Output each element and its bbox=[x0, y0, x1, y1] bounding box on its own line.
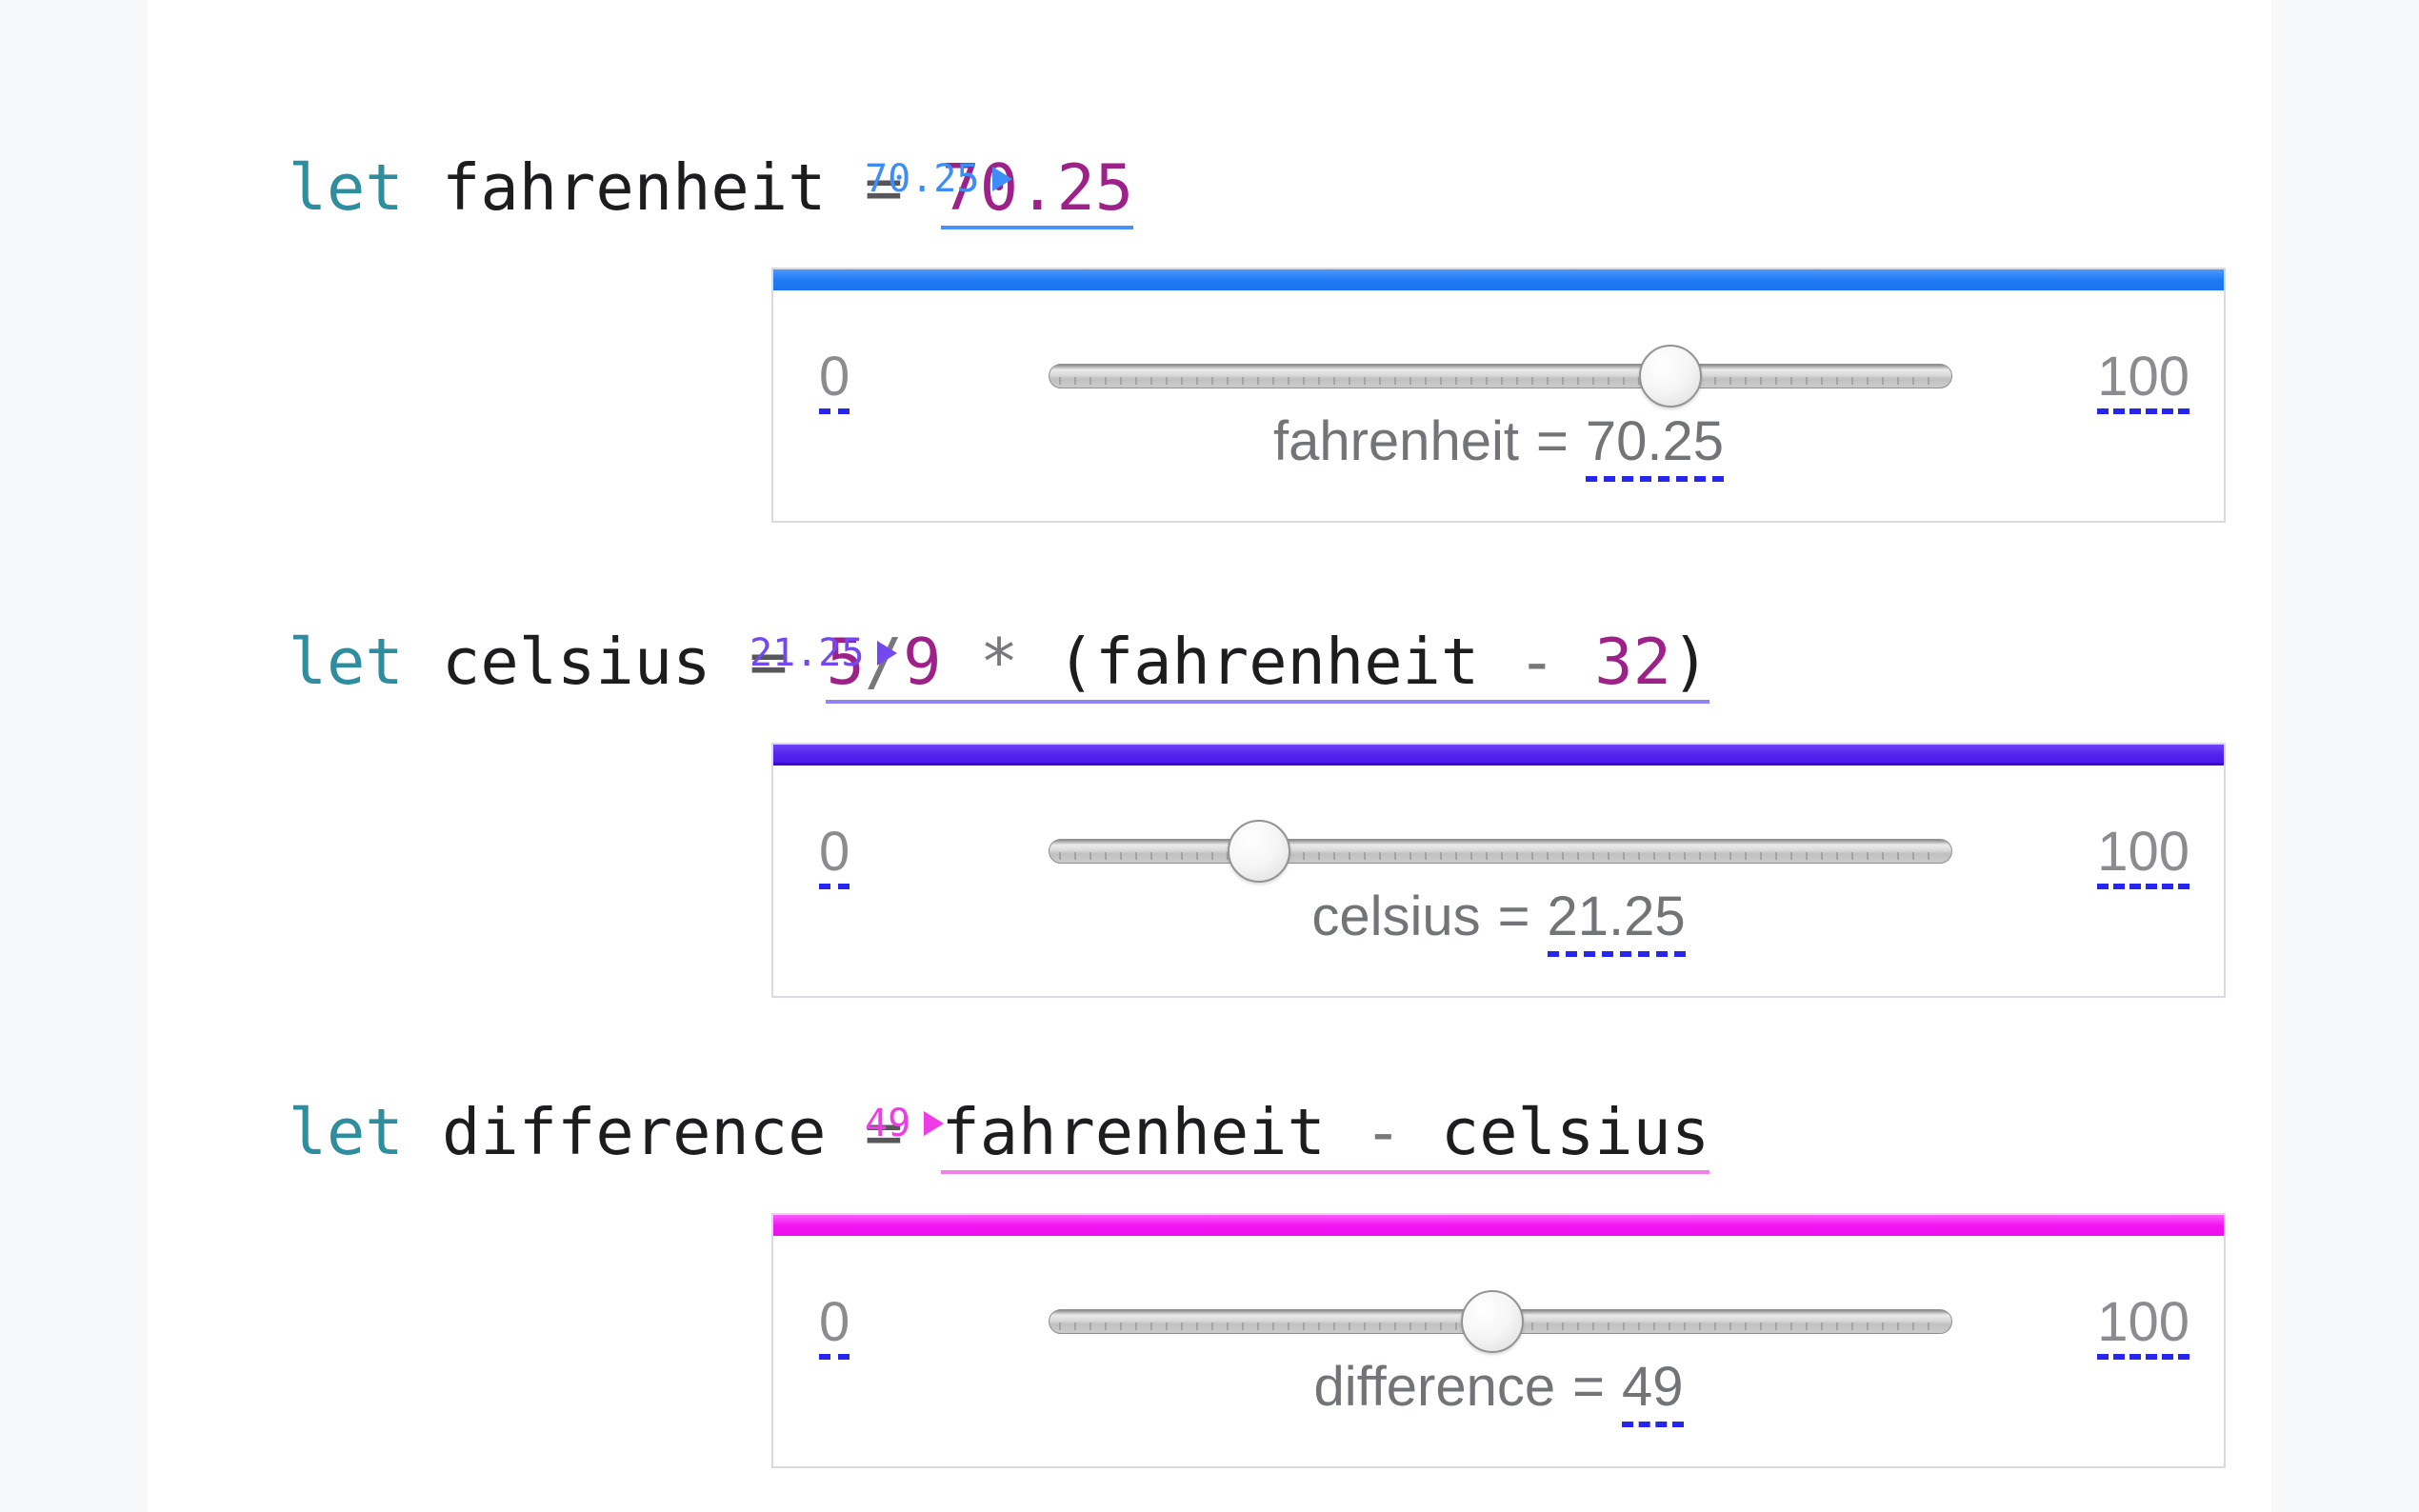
variable-name-celsius: celsius bbox=[442, 625, 711, 699]
result-annotation-fahrenheit[interactable]: 70.25 bbox=[865, 157, 1013, 201]
disclosure-triangle-icon bbox=[877, 641, 898, 666]
slider-current-value[interactable]: 70.25 bbox=[1585, 410, 1724, 482]
code-token-op: - bbox=[1517, 625, 1556, 699]
code-token-plain: fahrenheit bbox=[941, 1095, 1326, 1169]
code-token-plain bbox=[1326, 1095, 1364, 1169]
slider-value-label: celsius = 21.25 bbox=[773, 885, 2224, 957]
code-token-plain bbox=[941, 625, 979, 699]
result-value: 70.25 bbox=[865, 157, 980, 201]
slider-var-name: fahrenheit bbox=[1272, 410, 1519, 472]
keyword-let: let bbox=[288, 625, 404, 699]
slider-current-value[interactable]: 49 bbox=[1622, 1356, 1684, 1427]
slider-panel-difference: 0 100 difference = 49 bbox=[771, 1213, 2226, 1468]
code-token-op: - bbox=[1364, 1095, 1403, 1169]
result-value: 49 bbox=[865, 1102, 911, 1145]
slider-max-label[interactable]: 100 bbox=[2097, 348, 2189, 414]
code-line-difference[interactable]: let difference = fahrenheit - celsius bbox=[211, 1026, 1710, 1174]
assign-operator: = bbox=[864, 150, 904, 225]
code-token-plain bbox=[1556, 625, 1594, 699]
code-token-plain: celsius bbox=[1440, 1095, 1710, 1169]
slider-knob[interactable] bbox=[1227, 820, 1290, 883]
slider-min-label[interactable]: 0 bbox=[819, 823, 850, 889]
keyword-let: let bbox=[288, 150, 404, 225]
variable-name-fahrenheit: fahrenheit bbox=[442, 150, 827, 225]
slider-equals: = bbox=[1535, 410, 1569, 472]
assign-operator: = bbox=[749, 625, 789, 699]
disclosure-triangle-icon bbox=[992, 167, 1013, 191]
code-token-plain: fahrenheit bbox=[1094, 625, 1480, 699]
slider-var-name: celsius bbox=[1311, 885, 1481, 947]
code-token-num: 9 bbox=[903, 625, 942, 699]
slider-track[interactable] bbox=[1049, 839, 1952, 864]
slider-max-label[interactable]: 100 bbox=[2097, 823, 2189, 889]
code-line-fahrenheit[interactable]: let fahrenheit = 70.25 bbox=[211, 82, 1134, 229]
slider-track[interactable] bbox=[1049, 364, 1952, 388]
slider-knob[interactable] bbox=[1460, 1290, 1524, 1353]
variable-name-difference: difference bbox=[442, 1095, 827, 1169]
code-token-plain: ( bbox=[1018, 625, 1095, 699]
code-token-num: 70.25 bbox=[941, 150, 1134, 225]
result-value: 21.25 bbox=[750, 631, 865, 675]
slider-var-name: difference bbox=[1313, 1356, 1556, 1418]
slider-equals: = bbox=[1572, 1356, 1606, 1418]
code-token-plain: ) bbox=[1670, 625, 1710, 699]
slider-min-label[interactable]: 0 bbox=[819, 348, 850, 414]
panel-accent-bar bbox=[773, 1215, 2224, 1236]
expression-celsius-formula[interactable]: 5/9 * (fahrenheit - 32) bbox=[826, 625, 1710, 704]
slider-panel-fahrenheit: 0 100 fahrenheit = 70.25 bbox=[771, 268, 2226, 523]
keyword-let: let bbox=[288, 1095, 404, 1169]
slider-value-label: difference = 49 bbox=[773, 1356, 2224, 1427]
slider-current-value[interactable]: 21.25 bbox=[1547, 885, 1686, 957]
slider-panel-celsius: 0 100 celsius = 21.25 bbox=[771, 743, 2226, 998]
slider-value-label: fahrenheit = 70.25 bbox=[773, 410, 2224, 482]
panel-accent-bar bbox=[773, 745, 2224, 766]
slider-max-label[interactable]: 100 bbox=[2097, 1293, 2189, 1360]
code-token-num: 5 bbox=[826, 625, 865, 699]
code-line-celsius[interactable]: let celsius = 5/9 * (fahrenheit - 32) bbox=[211, 556, 1710, 704]
code-token-op: * bbox=[979, 625, 1019, 699]
expression-fahrenheit-value[interactable]: 70.25 bbox=[941, 150, 1134, 229]
code-token-num: 32 bbox=[1594, 625, 1671, 699]
disclosure-triangle-icon bbox=[924, 1111, 945, 1136]
panel-accent-bar bbox=[773, 269, 2224, 290]
expression-difference-formula[interactable]: fahrenheit - celsius bbox=[941, 1095, 1710, 1174]
slider-equals: = bbox=[1497, 885, 1530, 947]
result-annotation-difference[interactable]: 49 bbox=[865, 1102, 945, 1145]
result-annotation-celsius[interactable]: 21.25 bbox=[750, 631, 898, 675]
code-token-plain bbox=[1403, 1095, 1441, 1169]
slider-min-label[interactable]: 0 bbox=[819, 1293, 850, 1360]
assign-operator: = bbox=[864, 1095, 904, 1169]
code-token-plain bbox=[1479, 625, 1517, 699]
slider-knob[interactable] bbox=[1639, 345, 1703, 408]
